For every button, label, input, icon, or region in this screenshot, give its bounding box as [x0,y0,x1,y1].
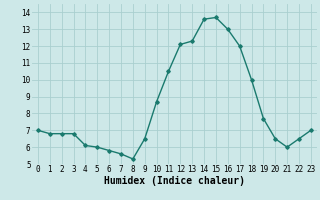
X-axis label: Humidex (Indice chaleur): Humidex (Indice chaleur) [104,176,245,186]
